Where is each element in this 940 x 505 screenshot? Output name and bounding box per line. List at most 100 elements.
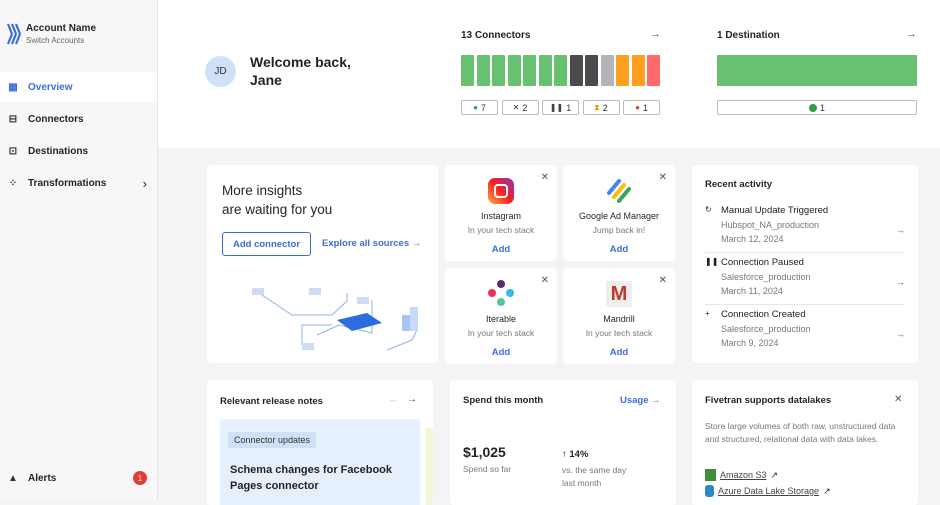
close-icon[interactable]: ✕ — [658, 172, 667, 183]
connectors-title[interactable]: 13 Connectors — [461, 30, 531, 41]
check-icon — [808, 103, 817, 112]
destination-status-bar — [717, 55, 917, 86]
recent-activity-title: Recent activity — [705, 179, 773, 190]
release-notes-card: Relevant release notes ← → Connector upd… — [207, 380, 433, 505]
arrow-right-icon[interactable]: → — [896, 225, 905, 235]
add-button[interactable]: Add — [491, 347, 511, 358]
close-icon[interactable]: ✕ — [894, 394, 903, 405]
spend-label: Spend so far — [463, 464, 512, 474]
divider — [705, 304, 905, 305]
arrow-up-icon: ↑ — [562, 449, 567, 460]
grid-icon: ▦ — [8, 81, 18, 93]
sidebar-item-transformations[interactable]: ⁘ Transformations › — [0, 168, 157, 198]
spend-amount: $1,025 — [463, 444, 506, 460]
x-icon: ✕ — [512, 103, 520, 112]
activity-title: Manual Update Triggered — [721, 205, 829, 216]
connector-suggestion-google-ad-manager: ✕ Google Ad Manager Jump back in! Add — [563, 165, 675, 261]
activity-date: March 9, 2024 — [721, 338, 779, 348]
arrow-right-icon[interactable]: → — [906, 28, 917, 40]
arrow-right-icon[interactable]: → — [896, 277, 905, 287]
add-button[interactable]: Add — [491, 244, 511, 255]
tile-subtitle: Jump back in! — [592, 225, 646, 235]
sidebar-item-connectors[interactable]: ⊟ Connectors — [0, 104, 157, 134]
close-icon[interactable]: ✕ — [540, 275, 549, 286]
alerts-badge: 1 — [133, 471, 147, 485]
activity-item[interactable]: ↻ Manual Update Triggered Hubspot_NA_produ… — [705, 205, 905, 244]
activity-item[interactable]: + Connection Created Salesforce_production… — [705, 309, 905, 348]
connector-icon: ⊟ — [8, 113, 18, 125]
status-pill-pause[interactable]: ❚❚ 1 — [542, 100, 579, 115]
arrow-left-icon[interactable]: ← — [389, 394, 399, 405]
datalakes-title: Fivetran supports datalakes — [705, 395, 832, 406]
connector-status-bar — [585, 55, 598, 86]
add-connector-button[interactable]: Add connector — [222, 232, 311, 256]
pause-icon: ❚❚ — [549, 103, 564, 112]
fivetran-logo-icon — [6, 23, 22, 45]
transform-icon: ⁘ — [8, 177, 18, 189]
tile-subtitle: In your tech stack — [585, 328, 653, 338]
tile-name: Instagram — [480, 211, 522, 221]
azure-link[interactable]: Azure Data Lake Storage ↗ — [705, 485, 831, 497]
connector-suggestion-iterable: ✕ Iterable In your tech stack Add — [445, 268, 557, 364]
refresh-icon: ↻ — [705, 205, 712, 214]
datalakes-card: Fivetran supports datalakes ✕ Store larg… — [692, 380, 918, 505]
destination-icon: ⊡ — [8, 145, 18, 157]
tile-subtitle: In your tech stack — [467, 225, 535, 235]
connector-suggestion-instagram: ✕ Instagram In your tech stack Add — [445, 165, 557, 261]
sidebar-item-overview[interactable]: ▦ Overview — [0, 72, 157, 102]
spend-change-label: vs. the same day last month — [562, 465, 627, 488]
activity-date: March 12, 2024 — [721, 234, 784, 244]
amazon-s3-link[interactable]: Amazon S3 ↗ — [705, 469, 778, 481]
spend-card: Spend this month Usage → $1,025 Spend so… — [450, 380, 676, 505]
connector-status-bar — [476, 55, 490, 86]
activity-source: Hubspot_NA_production — [721, 220, 820, 230]
instagram-logo-icon — [445, 177, 557, 205]
activity-title: Connection Paused — [721, 257, 804, 268]
destination-status-pill[interactable]: 1 — [717, 100, 917, 115]
connector-status-bar — [616, 55, 629, 86]
connector-suggestion-mandrill: ✕ M Mandrill In your tech stack Add — [563, 268, 675, 364]
amazon-s3-icon — [705, 469, 716, 481]
pause-icon: ❚❚ — [705, 257, 719, 266]
activity-date: March 11, 2024 — [721, 286, 783, 296]
mandrill-logo-icon: M — [563, 280, 675, 308]
external-link-icon: ↗ — [770, 469, 779, 480]
label: Connectors — [28, 113, 84, 125]
arrow-right-icon[interactable]: → — [650, 28, 661, 40]
status-pill-x[interactable]: ✕ 2 — [501, 100, 539, 115]
spend-title: Spend this month — [463, 395, 544, 406]
add-button[interactable]: Add — [609, 244, 629, 255]
alert-icon: ▲ — [8, 472, 18, 484]
connector-status-bar — [538, 55, 552, 86]
overview-header: JD Welcome back, Jane 13 Connectors → 1 D… — [158, 0, 940, 148]
tile-subtitle: In your tech stack — [467, 328, 535, 338]
plus-icon: + — [705, 309, 710, 318]
destinations-title[interactable]: 1 Destination — [717, 30, 780, 41]
usage-link[interactable]: Usage → — [620, 395, 661, 406]
account-name[interactable]: Account Name — [26, 23, 97, 34]
sidebar-item-alerts[interactable]: ▲ Alerts 1 — [0, 463, 157, 493]
activity-source: Salesforce_production — [721, 324, 811, 334]
add-button[interactable]: Add — [609, 347, 629, 358]
activity-source: Salesforce_production — [721, 272, 811, 282]
release-notes-title: Relevant release notes — [220, 396, 323, 407]
switch-accounts-link[interactable]: Switch Accounts — [26, 36, 85, 45]
close-icon[interactable]: ✕ — [540, 172, 549, 183]
tile-name: Mandrill — [603, 314, 635, 324]
explore-sources-link[interactable]: Explore all sources → — [322, 238, 422, 249]
datalakes-body: Store large volumes of both raw, unstruc… — [705, 421, 896, 444]
status-pill-check[interactable]: ● 7 — [461, 100, 498, 115]
connector-status-bar — [631, 55, 645, 86]
status-pill-error[interactable]: ● 1 — [623, 100, 660, 115]
arrow-right-icon[interactable]: → — [896, 329, 905, 339]
close-icon[interactable]: ✕ — [658, 275, 667, 286]
next-release-note[interactable] — [426, 428, 433, 505]
sidebar-item-destinations[interactable]: ⊡ Destinations — [0, 136, 157, 166]
avatar: JD — [205, 56, 236, 87]
release-note-item[interactable]: Connector updates Schema changes for Fac… — [220, 419, 420, 505]
status-pill-hourglass[interactable]: ⧗ 2 — [582, 100, 620, 115]
activity-item[interactable]: ❚❚ Connection Paused Salesforce_production… — [705, 257, 905, 296]
iterable-logo-icon — [445, 280, 557, 308]
arrow-right-icon[interactable]: → — [407, 394, 417, 405]
divider — [705, 252, 905, 253]
